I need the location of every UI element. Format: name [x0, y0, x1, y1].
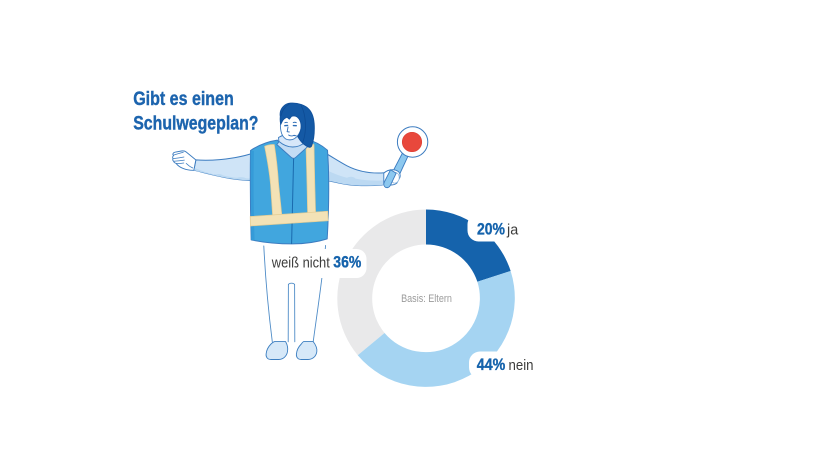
- svg-text:Gibt es einen: Gibt es einen: [133, 88, 234, 110]
- svg-text:20%: 20%: [477, 220, 505, 239]
- svg-text:Schulwegeplan?: Schulwegeplan?: [133, 113, 258, 135]
- svg-text:36%: 36%: [333, 252, 361, 271]
- svg-text:44%: 44%: [477, 355, 506, 374]
- svg-text:Basis: Eltern: Basis: Eltern: [401, 293, 452, 305]
- svg-text:weiß nicht: weiß nicht: [271, 254, 331, 271]
- svg-text:nein: nein: [509, 357, 534, 374]
- svg-text:ja: ja: [506, 222, 519, 239]
